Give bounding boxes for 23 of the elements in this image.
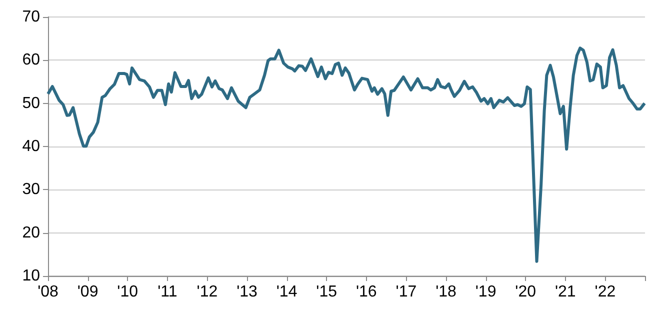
x-tick-label: '20 xyxy=(515,284,536,300)
x-tick-label: '18 xyxy=(436,284,457,300)
y-tick-label: 30 xyxy=(22,181,40,198)
x-tick-label: '12 xyxy=(196,284,218,300)
x-tick-label: '19 xyxy=(475,284,496,300)
x-tick-label: '21 xyxy=(554,284,576,300)
x-tick-label: '15 xyxy=(316,284,338,300)
y-tick-label: 20 xyxy=(22,224,40,242)
x-tick-label: '08 xyxy=(38,284,59,300)
y-tick-label: 70 xyxy=(22,8,40,26)
x-tick-label: '14 xyxy=(276,284,298,300)
y-tick-label: 40 xyxy=(22,138,40,155)
x-tick-label: '09 xyxy=(77,284,98,300)
y-tick-label: 50 xyxy=(22,94,40,112)
y-tick-label: 60 xyxy=(22,52,40,69)
x-tick-label: '16 xyxy=(356,284,377,300)
y-tick-label: 10 xyxy=(22,268,40,284)
x-tick-label: '11 xyxy=(158,284,178,300)
x-tick-label: '13 xyxy=(236,284,258,300)
x-tick-label: '22 xyxy=(594,284,616,300)
x-tick-label: '17 xyxy=(396,284,417,300)
x-tick-label: '10 xyxy=(117,284,138,300)
line-series xyxy=(46,46,646,263)
